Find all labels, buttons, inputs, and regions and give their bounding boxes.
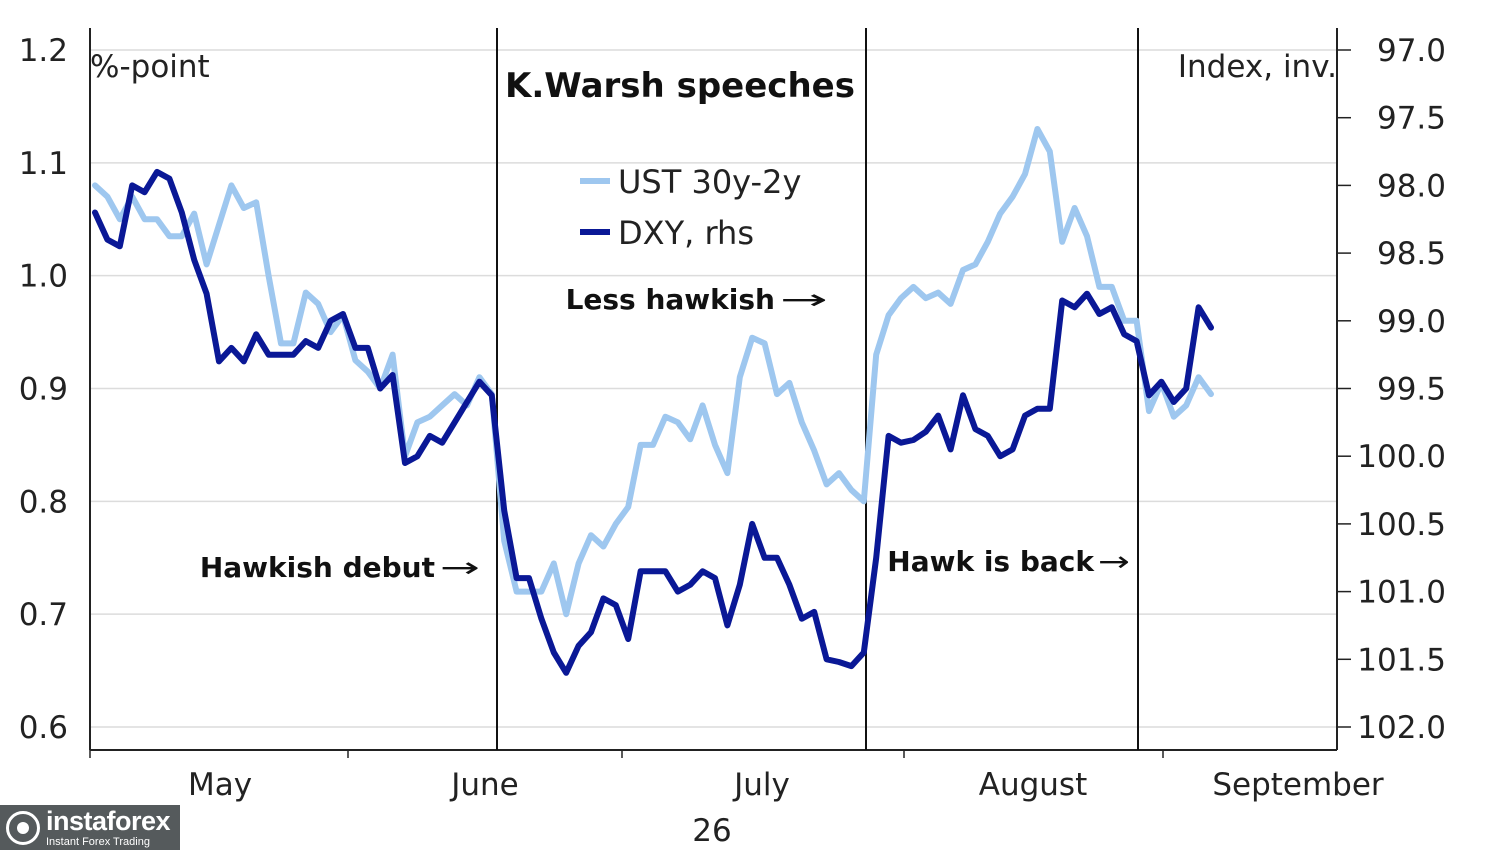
x-tick-label: May — [188, 767, 252, 803]
brand-badge: instaforex Instant Forex Trading — [0, 805, 180, 850]
x-tick-label: June — [449, 767, 519, 803]
brand-name: instaforex — [46, 805, 171, 836]
series-line-dxy — [92, 168, 1214, 676]
right-tick-label: 100.0 — [1357, 439, 1446, 475]
series-line-ust-30y-2y — [92, 126, 1214, 618]
right-tick-label: 98.0 — [1377, 168, 1446, 204]
left-tick-label: 1.0 — [19, 259, 68, 295]
left-axis-unit: %-point — [90, 49, 210, 85]
right-tick-label: 101.0 — [1357, 575, 1446, 611]
instaforex-logo-icon — [6, 810, 40, 845]
right-tick-label: 97.0 — [1377, 33, 1446, 69]
right-tick-label: 100.5 — [1357, 507, 1446, 543]
brand-tagline: Instant Forex Trading — [46, 835, 150, 848]
right-tick-label: 97.5 — [1377, 101, 1446, 137]
annotation-hawk-is-back: Hawk is back → — [887, 545, 1130, 578]
right-tick-label: 99.0 — [1377, 304, 1446, 340]
right-tick-label: 101.5 — [1357, 642, 1446, 678]
right-tick-label: 102.0 — [1357, 710, 1446, 746]
annotation-hawkish-debut: Hawkish debut → — [200, 551, 480, 584]
series-lines — [92, 126, 1214, 676]
chart-title: K.Warsh speeches — [505, 66, 855, 106]
annotation-text: Hawkish debut — [200, 551, 435, 584]
legend-label-dxy: DXY, rhs — [618, 214, 754, 252]
legend-label-ust: UST 30y-2y — [618, 163, 801, 201]
annotation-less-hawkish: Less hawkish → — [566, 283, 828, 316]
x-tick-label: September — [1212, 767, 1384, 803]
arrow-icon: → — [780, 283, 828, 316]
left-tick-label: 1.2 — [19, 33, 68, 69]
left-tick-label: 1.1 — [19, 146, 68, 182]
arrow-icon: → — [440, 551, 480, 584]
legend: UST 30y-2y DXY, rhs — [580, 163, 801, 252]
x-sub-label: 26 — [692, 813, 731, 849]
x-tick-label: July — [732, 767, 790, 803]
x-tick-label: August — [979, 767, 1088, 803]
right-tick-label: 98.5 — [1377, 236, 1446, 272]
left-tick-label: 0.6 — [19, 710, 68, 746]
axis-labels: 0.6 0.7 0.8 0.9 1.0 1.1 1.2 97.0 97.5 98.0 98.5 99.… — [19, 33, 1446, 849]
left-tick-label: 0.9 — [19, 372, 68, 408]
right-axis-unit: Index, inv. — [1178, 49, 1337, 85]
left-tick-label: 0.8 — [19, 484, 68, 520]
arrow-icon: → — [1098, 545, 1130, 578]
gridlines — [90, 49, 1337, 728]
left-tick-label: 0.7 — [19, 597, 68, 633]
axes — [89, 28, 1351, 758]
annotation-text: Hawk is back — [887, 545, 1095, 578]
right-tick-label: 99.5 — [1377, 372, 1446, 408]
annotation-text: Less hawkish — [566, 283, 775, 316]
